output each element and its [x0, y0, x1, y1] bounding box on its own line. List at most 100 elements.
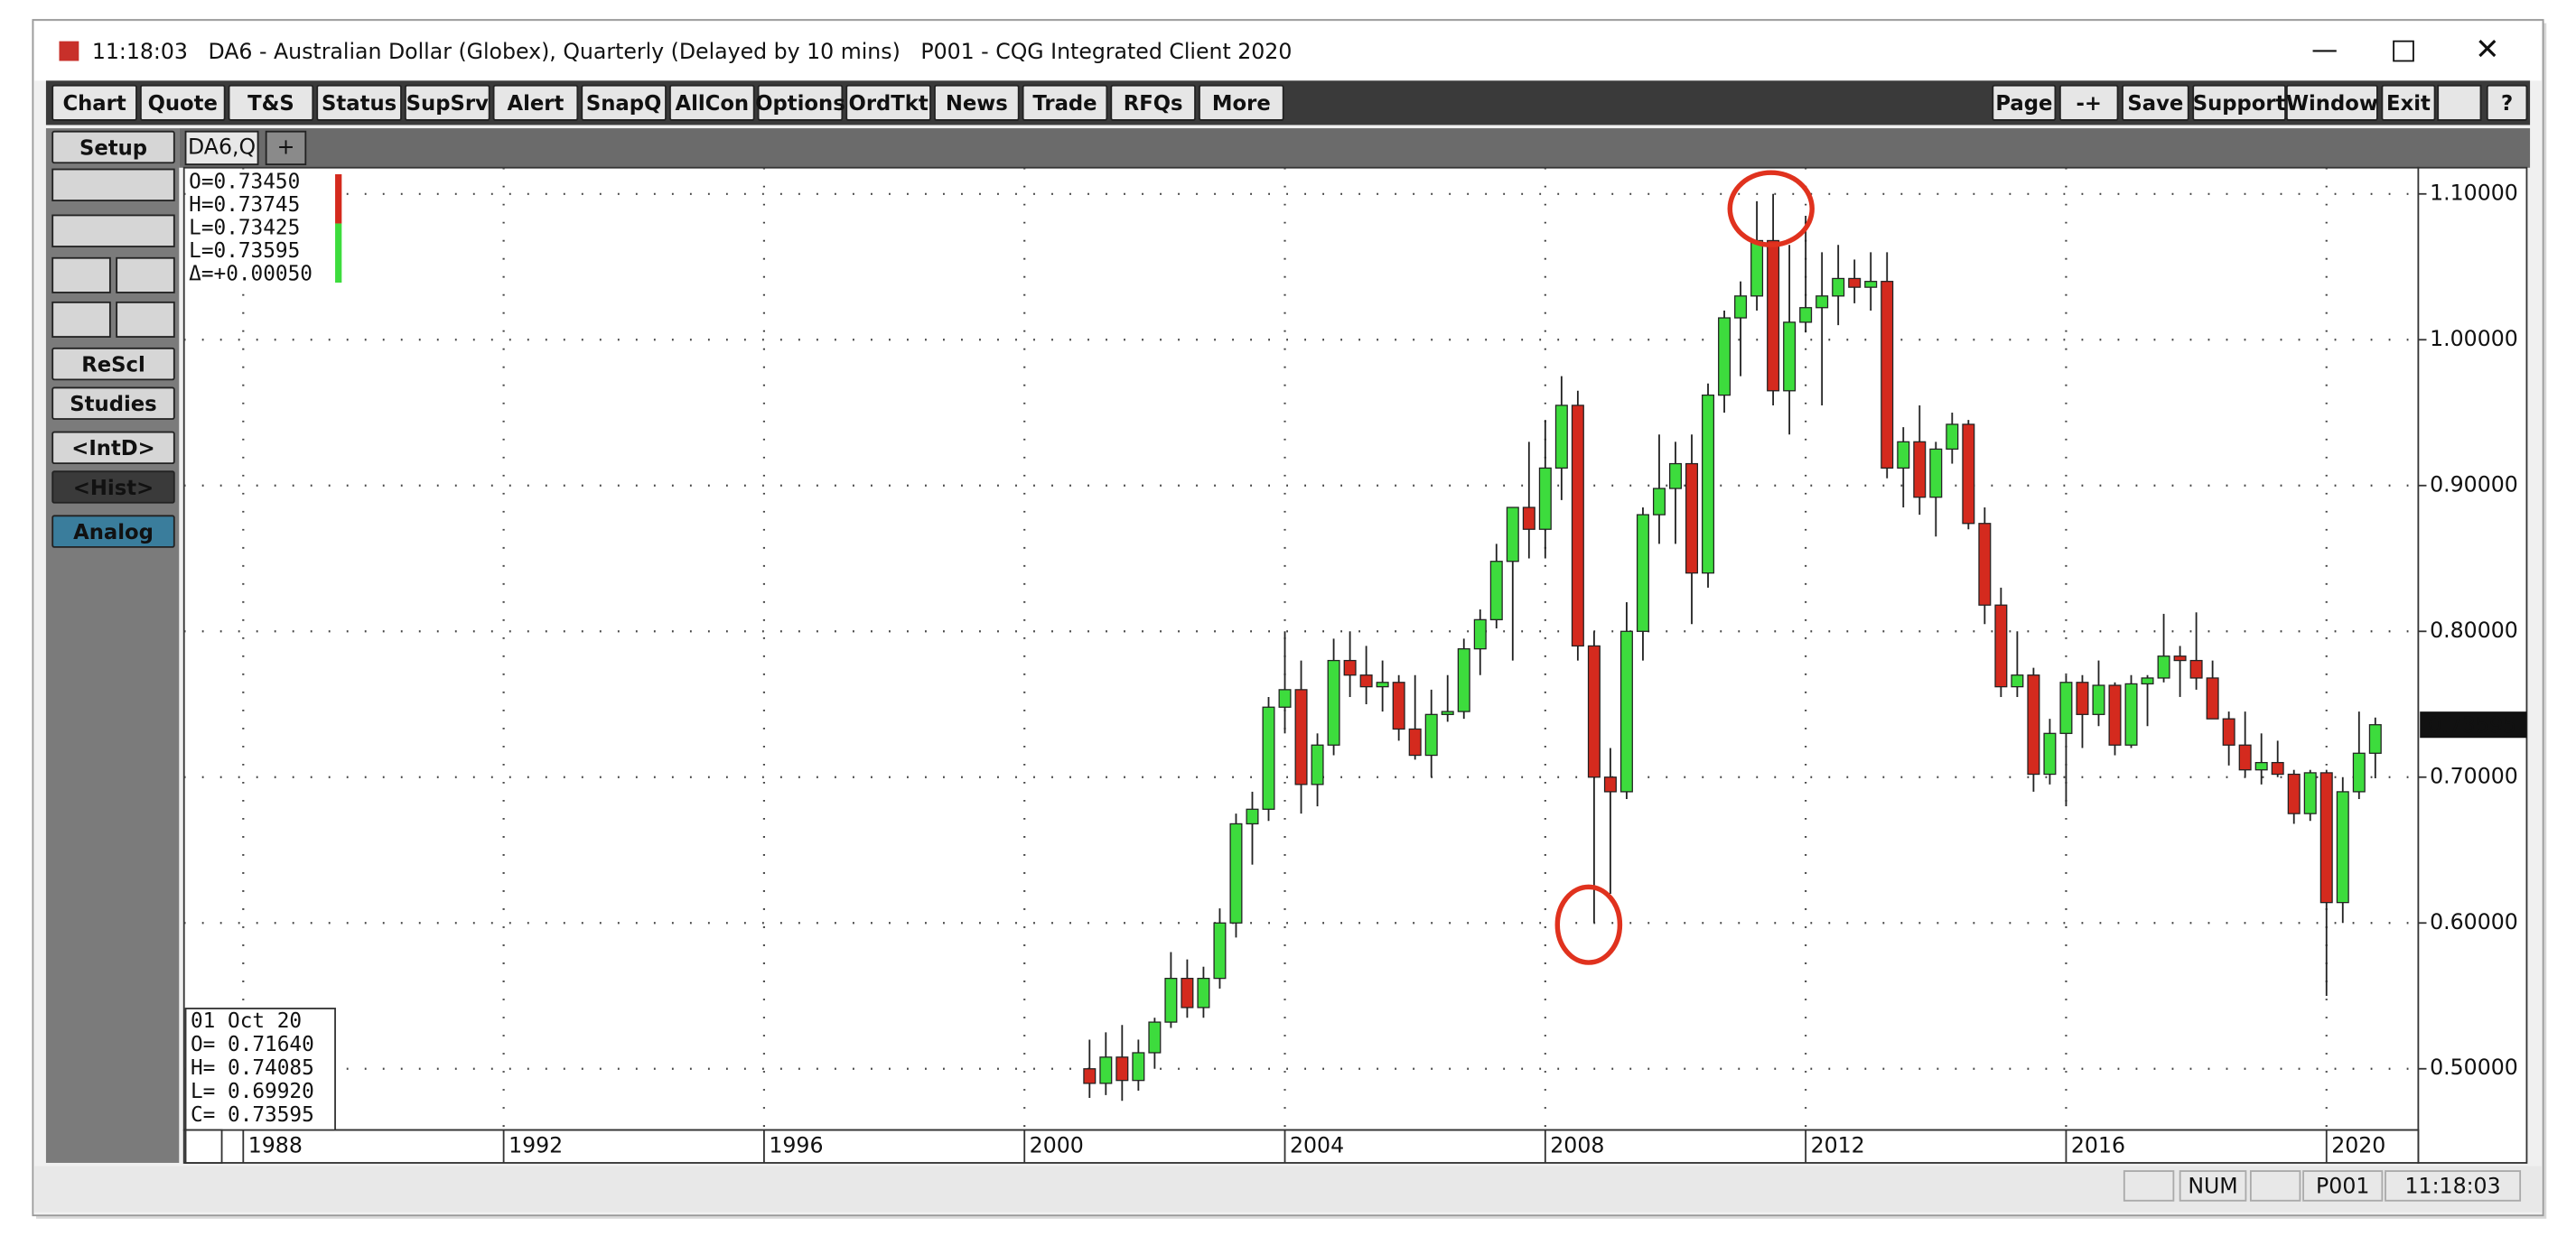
button[interactable]: Alert [492, 84, 579, 121]
icon-button[interactable] [116, 256, 175, 293]
button[interactable]: Chart [51, 84, 137, 121]
button-label[interactable]: Quote [148, 92, 218, 116]
button-face[interactable] [2192, 84, 2286, 121]
button-face[interactable] [1199, 84, 1284, 121]
button-face[interactable] [1110, 84, 1196, 121]
button-face[interactable] [934, 84, 1020, 121]
button-label[interactable]: ? [2501, 92, 2513, 116]
button-face[interactable] [757, 84, 844, 121]
button-label[interactable]: Setup [79, 136, 147, 160]
icon-button[interactable] [51, 168, 175, 202]
icon-button[interactable] [51, 301, 111, 338]
x-tick-label: 1992 [509, 1132, 563, 1157]
button-label[interactable]: Save [2127, 92, 2183, 116]
tab-label[interactable]: DA6,Q [188, 134, 256, 159]
maximize[interactable] [2393, 40, 2414, 62]
icon-button[interactable] [51, 214, 175, 247]
button-label[interactable]: SupSrv [406, 92, 489, 116]
button[interactable]: Page [1992, 84, 2057, 121]
button-label[interactable]: RFQs [1124, 92, 1183, 116]
button-label[interactable]: Page [1995, 92, 2052, 116]
button-label[interactable]: AllCon [675, 92, 749, 116]
button[interactable]: News [934, 84, 1020, 121]
button[interactable]: Quote [139, 84, 226, 121]
button-face[interactable] [51, 515, 175, 548]
button-label[interactable]: Status [322, 92, 397, 116]
button[interactable]: More [1199, 84, 1284, 121]
button-face[interactable] [51, 347, 175, 381]
tab-label[interactable]: + [277, 134, 295, 159]
button-face[interactable] [228, 84, 314, 121]
button[interactable]: Save [2122, 84, 2189, 121]
candle-body [2238, 744, 2252, 771]
button-label[interactable]: <IntD> [71, 437, 154, 460]
button[interactable]: Options [755, 84, 845, 121]
tab[interactable] [184, 130, 259, 165]
button-label[interactable]: Trade [1032, 92, 1097, 116]
button-label[interactable]: SnapQ [586, 92, 661, 116]
button[interactable]: Studies [51, 386, 175, 420]
button-face[interactable] [404, 84, 490, 121]
button-label[interactable]: Exit [2386, 92, 2431, 116]
button-face[interactable] [2285, 84, 2378, 121]
button-face[interactable] [1022, 84, 1108, 121]
button[interactable]: <Hist> [51, 470, 175, 504]
button-face[interactable] [51, 130, 175, 164]
button-face[interactable] [581, 84, 667, 121]
button-face[interactable] [51, 84, 137, 121]
button[interactable]: OrdTkt [845, 84, 931, 121]
candle-body [1473, 618, 1487, 650]
button[interactable]: Window [2285, 84, 2378, 121]
button-label[interactable]: Window [2286, 92, 2378, 116]
button-face[interactable] [51, 431, 175, 465]
button[interactable]: Support [2192, 84, 2286, 121]
minimize[interactable]: — [2311, 34, 2338, 65]
button-face[interactable] [2381, 84, 2436, 121]
button-face[interactable] [51, 386, 175, 420]
button-label[interactable]: <Hist> [73, 477, 154, 500]
button-label[interactable]: Alert [508, 92, 565, 116]
button[interactable]: Setup [51, 130, 175, 164]
button[interactable]: SnapQ [581, 84, 667, 121]
button[interactable]: SupSrv [404, 84, 490, 121]
button-label[interactable]: OrdTkt [849, 92, 929, 116]
button-face[interactable] [316, 84, 402, 121]
button[interactable]: Trade [1022, 84, 1108, 121]
button-face[interactable] [2486, 84, 2528, 121]
button-face[interactable] [2122, 84, 2189, 121]
button-face[interactable] [139, 84, 226, 121]
button-label[interactable]: ReScl [81, 353, 145, 376]
button[interactable]: Status [316, 84, 402, 121]
button-label[interactable]: Support [2193, 92, 2286, 116]
button[interactable]: Exit [2381, 84, 2436, 121]
button-label[interactable]: More [1212, 92, 1271, 116]
button-label[interactable]: News [946, 92, 1008, 116]
button[interactable]: ? [2486, 84, 2528, 121]
button-label[interactable]: Chart [62, 92, 126, 116]
button-label[interactable]: T&S [247, 92, 294, 116]
tab[interactable] [265, 130, 307, 165]
button-face[interactable] [1992, 84, 2057, 121]
button-label[interactable]: Analog [73, 521, 154, 544]
button[interactable]: ReScl [51, 347, 175, 381]
icon-button[interactable] [116, 301, 175, 338]
info-box [185, 171, 341, 284]
button[interactable]: AllCon [669, 84, 755, 121]
button-label[interactable]: -+ [2076, 92, 2101, 116]
button[interactable]: RFQs [1110, 84, 1196, 121]
close[interactable]: ✕ [2475, 33, 2499, 67]
button-label[interactable]: Studies [70, 393, 156, 416]
button[interactable]: T&S [228, 84, 314, 121]
button-face[interactable] [51, 470, 175, 504]
button[interactable]: -+ [2058, 84, 2119, 121]
icon-button[interactable] [51, 256, 111, 293]
button[interactable]: <IntD> [51, 431, 175, 465]
button[interactable]: Analog [51, 515, 175, 548]
button-face[interactable] [845, 84, 931, 121]
plot-area [182, 166, 2420, 1131]
button-face[interactable] [669, 84, 755, 121]
button-label[interactable]: Options [755, 92, 845, 116]
button-face[interactable] [2058, 84, 2119, 121]
button-face[interactable] [492, 84, 579, 121]
restore-icon[interactable] [2437, 84, 2482, 121]
